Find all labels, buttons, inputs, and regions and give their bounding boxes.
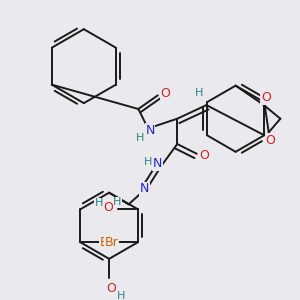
Text: O: O — [266, 134, 276, 147]
Text: Br: Br — [105, 236, 118, 249]
Text: N: N — [145, 124, 155, 137]
Text: H: H — [95, 198, 103, 208]
Text: N: N — [153, 157, 163, 170]
Text: Br: Br — [100, 236, 113, 249]
Text: H: H — [144, 157, 152, 166]
Text: O: O — [160, 87, 170, 100]
Text: H: H — [117, 291, 125, 300]
Text: N: N — [140, 182, 149, 195]
Text: H: H — [113, 197, 121, 207]
Text: O: O — [261, 91, 271, 104]
Text: O: O — [200, 149, 209, 162]
Text: O: O — [104, 201, 113, 214]
Text: O: O — [106, 281, 116, 295]
Text: H: H — [194, 88, 203, 98]
Text: H: H — [136, 133, 145, 143]
